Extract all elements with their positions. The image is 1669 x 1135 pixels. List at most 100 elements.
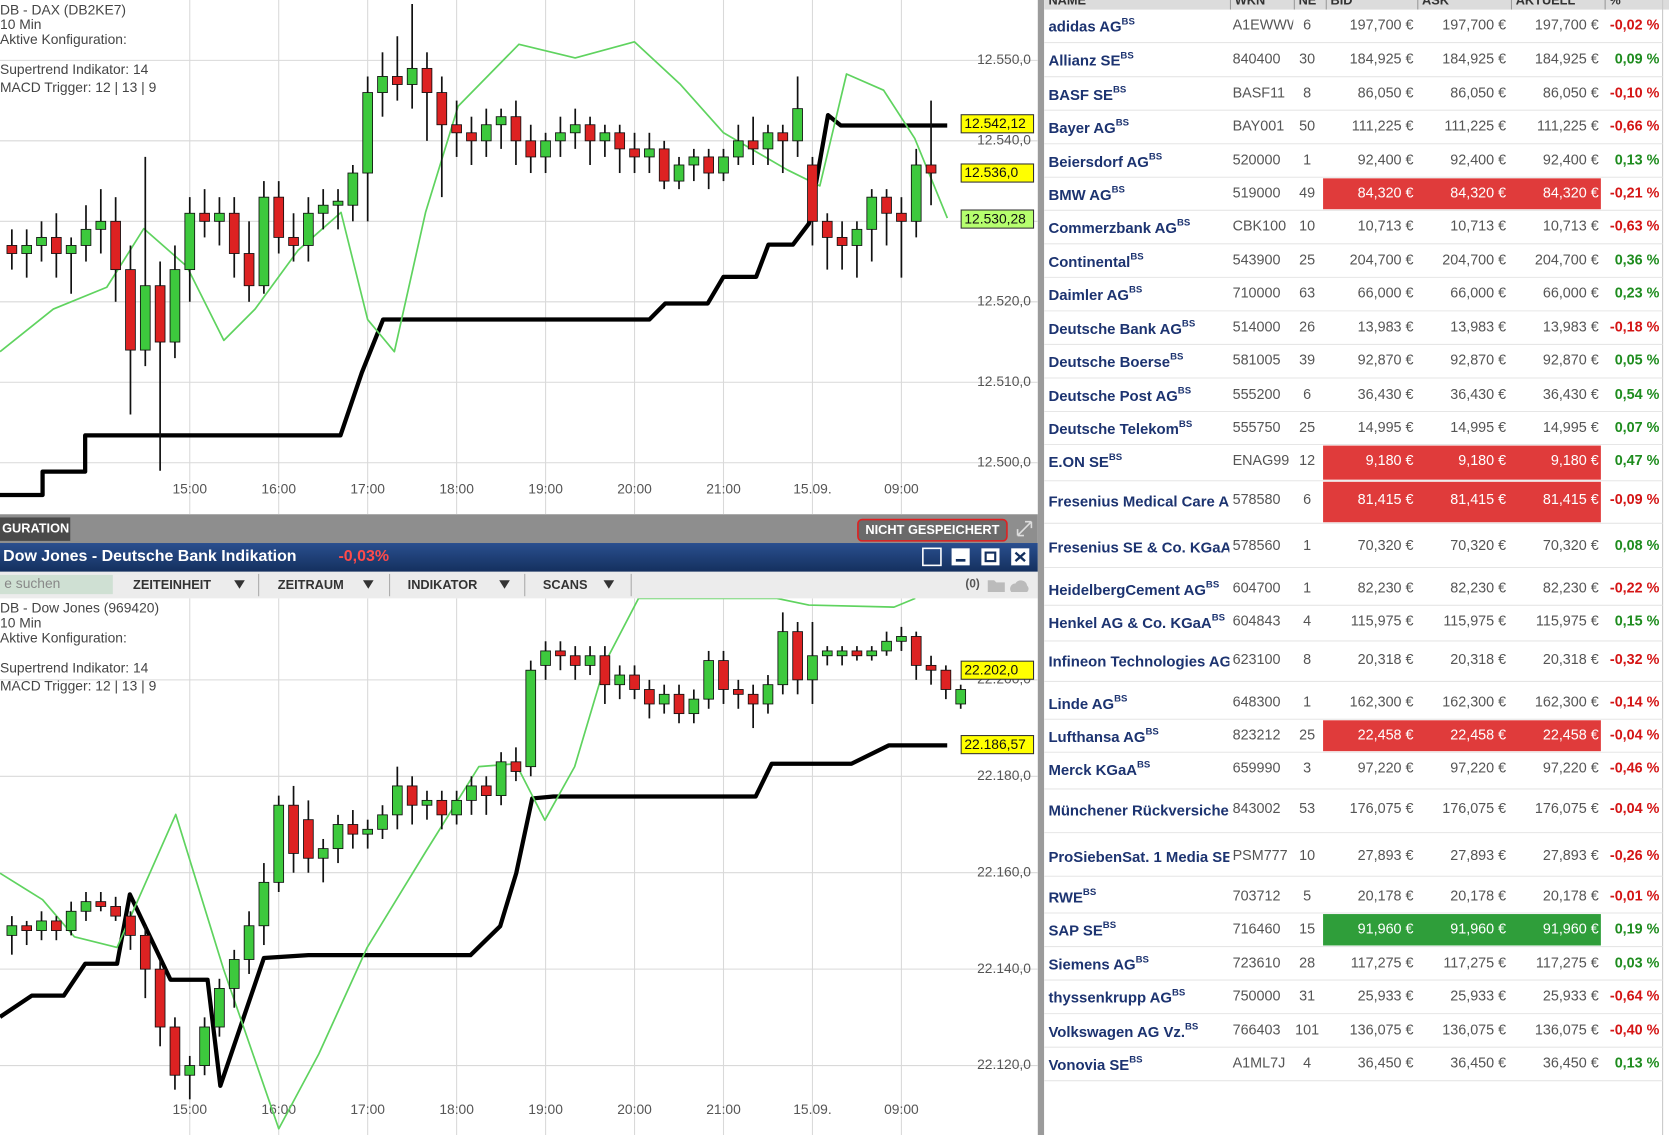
bid: 81,415 € <box>1358 492 1414 508</box>
candle-body <box>317 848 329 859</box>
row-name[interactable]: Deutsche BoerseBS <box>1048 351 1184 371</box>
wkn: 581005 <box>1233 353 1281 369</box>
row-name[interactable]: Fresenius SE & Co. KGaABS <box>1048 536 1245 556</box>
last: 9,180 € <box>1551 453 1599 469</box>
price-flash <box>1323 481 1601 523</box>
config-tab[interactable] <box>0 517 71 541</box>
menu-label[interactable]: ZEITRAUM <box>278 577 344 592</box>
ask: 20,318 € <box>1450 652 1506 668</box>
row-name[interactable]: Bayer AGBS <box>1048 117 1129 137</box>
candle-body <box>836 650 848 657</box>
change-pct: 0,19 % <box>1615 921 1660 937</box>
candle-body <box>807 655 818 681</box>
last: 70,320 € <box>1543 538 1599 554</box>
menu-label[interactable]: INDIKATOR <box>408 577 478 592</box>
row-name[interactable]: Allianz SEBS <box>1048 50 1134 70</box>
change-pct: 0,54 % <box>1615 387 1660 403</box>
folder-icon[interactable] <box>987 580 1005 592</box>
ask: 176,075 € <box>1442 801 1506 817</box>
window-button[interactable] <box>951 548 970 566</box>
row-name[interactable]: E.ON SEBS <box>1048 451 1122 471</box>
candle-body <box>243 253 255 287</box>
save-status[interactable] <box>857 518 1008 542</box>
last: 13,983 € <box>1543 320 1599 336</box>
candle-body <box>896 636 907 642</box>
window-button[interactable] <box>981 548 1000 566</box>
row-name[interactable]: Infineon Technologies AG <box>1048 654 1231 670</box>
row-name[interactable]: SAP SEBS <box>1048 920 1116 940</box>
price-label: 12.542,12 <box>964 115 1026 131</box>
row-name[interactable]: Linde AGBS <box>1048 693 1128 713</box>
row-name[interactable]: Merck KGaABS <box>1048 759 1150 779</box>
table-header <box>1044 0 1669 10</box>
bid: 115,975 € <box>1351 614 1414 630</box>
quantity: 8 <box>1303 652 1311 668</box>
wkn: A1EWWW <box>1233 17 1301 33</box>
column-header[interactable]: NAME <box>1048 0 1086 7</box>
row-name[interactable]: Münchener Rückversicher <box>1048 803 1234 819</box>
row-name[interactable]: adidas AGBS <box>1048 16 1135 36</box>
column-header[interactable]: AKTUELL <box>1516 0 1576 7</box>
row-name[interactable]: Volkswagen AG Vz.BS <box>1048 1021 1198 1041</box>
chart-info: DB - Dow Jones (969420) <box>0 600 159 616</box>
x-tick-label: 21:00 <box>706 480 741 496</box>
exchange-tag: BS <box>1182 318 1196 329</box>
row-name[interactable]: Deutsche Bank AGBS <box>1048 318 1195 338</box>
candle-body <box>881 640 892 652</box>
stock-name: Volkswagen AG Vz. <box>1048 1025 1185 1041</box>
column-header[interactable]: NE <box>1299 0 1317 7</box>
row-name[interactable]: Vonovia SEBS <box>1048 1054 1143 1074</box>
candle-body <box>199 212 210 222</box>
search-box[interactable] <box>0 574 113 595</box>
menu-label[interactable]: SCANS <box>543 577 588 592</box>
window-button[interactable] <box>922 547 942 567</box>
exchange-tag: BS <box>1185 1021 1199 1032</box>
candle-body <box>6 245 18 254</box>
bid: 36,450 € <box>1358 1055 1414 1071</box>
row-name[interactable]: Daimler AGBS <box>1048 284 1142 304</box>
column-header[interactable]: WKN <box>1235 0 1265 7</box>
row-name[interactable]: BMW AGBS <box>1048 184 1125 204</box>
row-name[interactable]: BASF SEBS <box>1048 84 1126 104</box>
row-name[interactable]: Beiersdorf AGBS <box>1048 151 1162 171</box>
candle-body <box>362 828 373 835</box>
candle-body <box>807 164 818 222</box>
row-name[interactable]: Fresenius Medical Care AG <box>1048 494 1240 510</box>
bid: 13,983 € <box>1358 320 1414 336</box>
menu-label[interactable]: ZEITEINHEIT <box>133 577 211 592</box>
row-name[interactable]: thyssenkrupp AGBS <box>1048 987 1185 1007</box>
quantity: 53 <box>1299 801 1315 817</box>
candle-body <box>243 925 255 960</box>
row-name[interactable]: Siemens AGBS <box>1048 954 1149 974</box>
candle-body <box>629 148 640 158</box>
row-name[interactable]: Commerzbank AGBS <box>1048 217 1190 237</box>
dropdown-arrow <box>362 580 374 589</box>
chart-info: MACD Trigger: 12 | 13 | 9 <box>0 677 157 693</box>
column-header[interactable]: ASK <box>1422 0 1450 7</box>
exchange-tag: BS <box>1146 726 1160 737</box>
candle-body <box>644 689 655 705</box>
column-header[interactable]: BID <box>1331 0 1353 7</box>
row-name[interactable]: Henkel AG & Co. KGaABS <box>1048 612 1225 632</box>
row-name[interactable]: ContinentalBS <box>1048 251 1144 271</box>
last: 184,925 € <box>1535 51 1599 67</box>
row-name[interactable]: Deutsche Post AGBS <box>1048 385 1191 405</box>
candle-body <box>733 140 744 158</box>
row-name[interactable]: Deutsche TelekomBS <box>1048 418 1192 438</box>
row-name[interactable]: HeidelbergCement AGBS <box>1048 579 1219 599</box>
column-header[interactable]: % <box>1609 0 1621 7</box>
candle-body <box>125 915 136 936</box>
row-name[interactable]: ProSiebenSat. 1 Media SE <box>1048 850 1232 866</box>
row-name[interactable]: RWEBS <box>1048 887 1096 907</box>
x-tick-label: 20:00 <box>617 480 652 496</box>
cloud-icon[interactable] <box>1010 580 1029 592</box>
price-label-box <box>960 735 1035 755</box>
candle-body <box>466 132 477 142</box>
exchange-tag: BS <box>1083 887 1097 898</box>
dropdown-arrow <box>499 580 510 589</box>
stock-name: Siemens AG <box>1048 958 1135 974</box>
candle-body <box>821 650 833 657</box>
row-name[interactable]: Lufthansa AGBS <box>1048 726 1159 746</box>
expand-icon[interactable] <box>1016 520 1033 537</box>
